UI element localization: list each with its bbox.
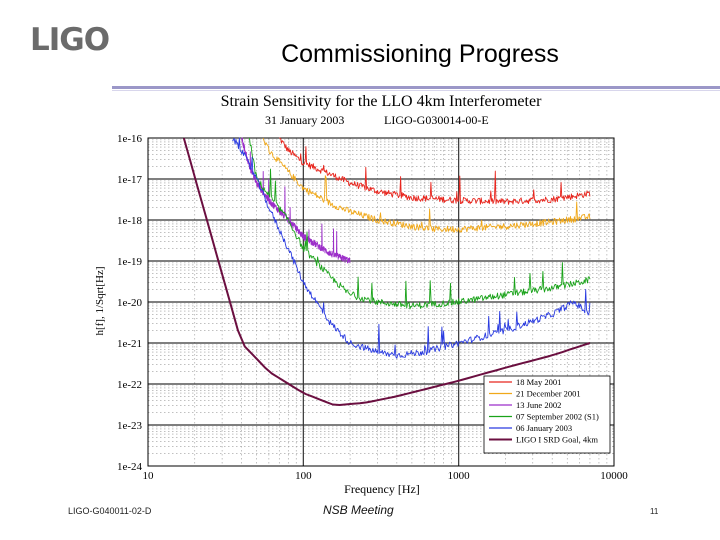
legend-label: 21 December 2001 bbox=[516, 389, 581, 399]
y-axis-label: h[f], 1/Sqrt[Hz] bbox=[94, 266, 106, 335]
x-tick-label: 10 bbox=[143, 470, 155, 482]
series-line-3 bbox=[241, 137, 351, 264]
page-number: 11 bbox=[650, 507, 659, 516]
x-axis-label: Frequency [Hz] bbox=[344, 482, 420, 496]
title-divider bbox=[112, 86, 720, 89]
legend-label: LIGO I SRD Goal, 4km bbox=[516, 435, 598, 445]
legend-label: 13 June 2002 bbox=[516, 400, 561, 410]
x-tick-label: 10000 bbox=[600, 470, 628, 482]
y-tick-label: 1e-22 bbox=[117, 379, 142, 391]
title-divider-shadow bbox=[112, 90, 720, 91]
chart-subtitle-date: 31 January 2003 bbox=[265, 113, 344, 127]
series-line-1 bbox=[279, 137, 591, 205]
y-tick-label: 1e-24 bbox=[117, 461, 143, 473]
x-tick-label: 100 bbox=[295, 470, 312, 482]
chart-subtitle-doc: LIGO-G030014-00-E bbox=[384, 113, 489, 127]
legend-label: 06 January 2003 bbox=[516, 423, 572, 433]
series-line-2 bbox=[262, 137, 591, 233]
series-line-5 bbox=[232, 137, 591, 359]
series-line-6 bbox=[182, 137, 591, 406]
meeting-name: NSB Meeting bbox=[323, 503, 394, 517]
series-line-4 bbox=[249, 137, 591, 310]
legend-label: 07 September 2002 (S1) bbox=[516, 412, 599, 422]
legend-label: 18 May 2001 bbox=[516, 377, 561, 387]
plot-area bbox=[147, 137, 615, 467]
y-tick-label: 1e-16 bbox=[117, 133, 143, 145]
y-tick-label: 1e-19 bbox=[117, 256, 143, 268]
chart-title: Strain Sensitivity for the LLO 4km Inter… bbox=[221, 93, 542, 110]
y-tick-label: 1e-23 bbox=[117, 420, 143, 432]
y-tick-label: 1e-20 bbox=[117, 297, 143, 309]
y-tick-label: 1e-17 bbox=[117, 174, 143, 186]
x-tick-label: 1000 bbox=[448, 470, 471, 482]
y-tick-label: 1e-18 bbox=[117, 215, 143, 227]
ligo-logo: LIGO bbox=[30, 22, 110, 58]
y-tick-label: 1e-21 bbox=[117, 338, 142, 350]
slide-title: Commissioning Progress bbox=[281, 40, 559, 68]
document-number: LIGO-G040011-02-D bbox=[68, 506, 152, 516]
